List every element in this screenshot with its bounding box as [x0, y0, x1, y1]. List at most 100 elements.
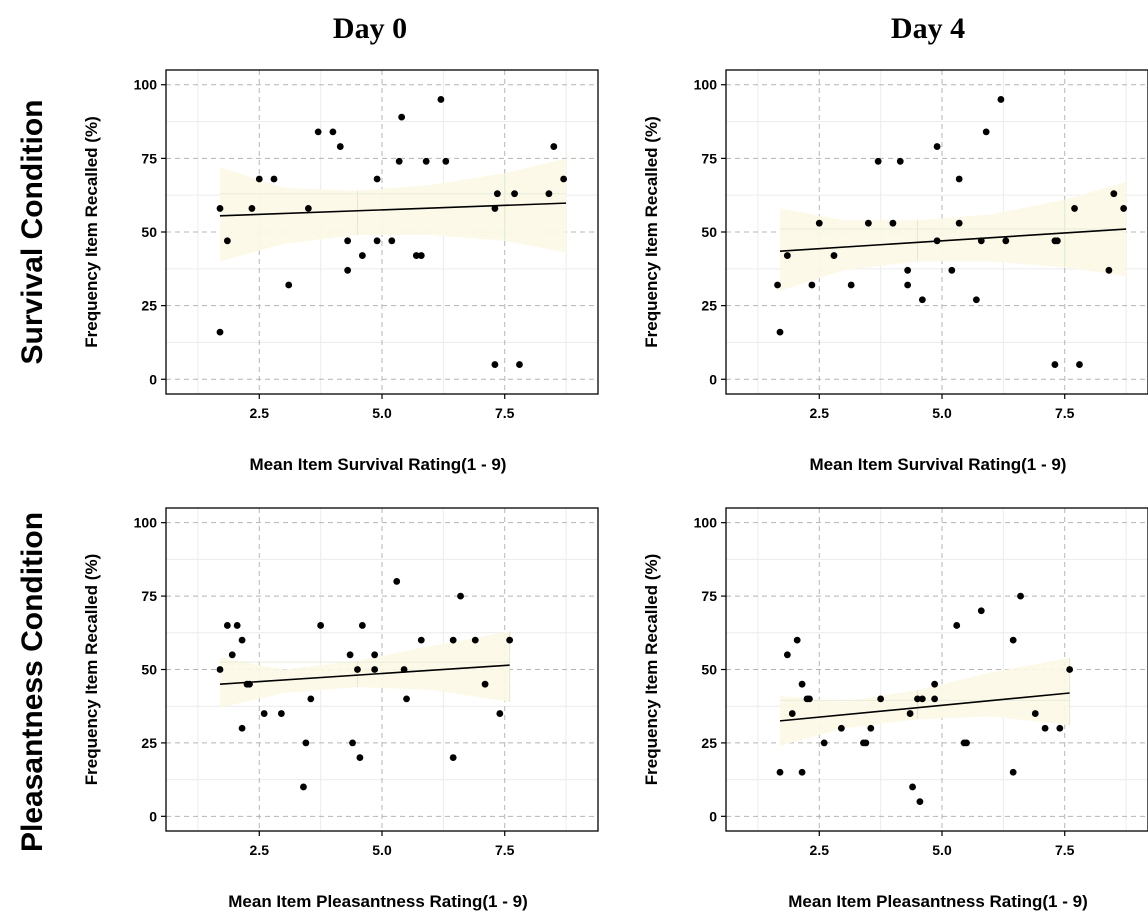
data-point [931, 695, 939, 703]
x-tick-label: 7.5 [1055, 842, 1075, 858]
y-tick-label: 0 [149, 808, 157, 824]
regression-line [219, 202, 567, 217]
y-axis-title: Frequency Item Recalled (%) [642, 116, 661, 347]
data-point [285, 281, 293, 289]
data-point [1071, 205, 1078, 212]
data-point [336, 143, 344, 150]
data-point [1009, 768, 1017, 776]
data-point [783, 252, 791, 259]
x-tick-label: 5.0 [372, 405, 392, 421]
data-point [511, 190, 518, 198]
x-tick-label: 7.5 [495, 405, 515, 421]
data-point [449, 636, 457, 644]
data-point [1105, 266, 1113, 274]
data-point [1041, 724, 1049, 732]
data-point [358, 252, 366, 259]
data-point [1066, 666, 1074, 673]
data-point [830, 252, 838, 259]
data-point [400, 666, 408, 673]
data-point [329, 128, 337, 136]
data-point [358, 622, 366, 629]
data-point [815, 219, 823, 227]
data-point [906, 710, 914, 717]
y-tick-label: 25 [701, 735, 717, 751]
confidence-band [780, 181, 1127, 291]
data-point [545, 190, 553, 198]
data-point [1110, 190, 1118, 198]
data-point [304, 205, 312, 212]
data-point [471, 636, 479, 644]
data-point [412, 252, 420, 259]
data-point [948, 266, 956, 274]
y-tick-label: 0 [709, 808, 717, 824]
data-point [904, 266, 912, 274]
panel-pleasantness-day4: 0 25 50 75 100 2.5 5.0 7.5 Mean Item Pleasantnes… [642, 507, 1148, 911]
data-point [277, 710, 285, 717]
data-point [300, 783, 307, 791]
data-point [820, 739, 828, 747]
data-point [398, 113, 406, 121]
data-point [516, 361, 523, 368]
x-tick-label: 5.0 [932, 842, 952, 858]
y-tick-label: 75 [701, 150, 717, 166]
data-point [491, 205, 499, 212]
y-axis-title: Frequency Item Recalled (%) [82, 116, 101, 347]
plot-area [166, 508, 598, 831]
data-point [847, 281, 855, 289]
x-axis-title: Mean Item Pleasantness Rating(1 - 9) [228, 892, 527, 911]
confidence-band [220, 631, 510, 708]
row-title-pleasantness: Pleasantness Condition [16, 512, 49, 852]
y-tick-label: 25 [701, 298, 717, 314]
data-point [776, 328, 784, 336]
confidence-band [780, 657, 1070, 746]
data-point [955, 175, 963, 183]
x-tick-label: 7.5 [495, 842, 515, 858]
regression-line [219, 664, 510, 685]
data-point [403, 695, 410, 703]
data-point [307, 695, 315, 703]
data-point [977, 237, 985, 245]
data-point [1009, 636, 1017, 644]
y-tick-label: 50 [701, 662, 717, 678]
data-point [963, 739, 970, 747]
y-tick-label: 100 [134, 515, 158, 531]
data-point [1056, 724, 1064, 732]
panel-survival-day4: 0 25 50 75 100 2.5 5.0 7.5 Mean Item Survival Ra… [642, 69, 1148, 474]
data-point [774, 281, 781, 289]
x-tick-label: 7.5 [1055, 405, 1075, 421]
data-point [953, 622, 961, 629]
data-point [864, 219, 872, 227]
data-point [248, 205, 256, 212]
data-point [877, 695, 885, 703]
data-point [449, 754, 457, 761]
data-point [317, 622, 325, 629]
column-title-day0: Day 0 [333, 12, 407, 45]
data-point [550, 143, 558, 150]
data-point [417, 636, 425, 644]
data-point [776, 768, 784, 776]
data-point [506, 636, 514, 644]
data-point [1120, 205, 1128, 212]
y-tick-label: 100 [134, 77, 158, 93]
data-point [491, 361, 499, 368]
x-tick-label: 2.5 [810, 842, 830, 858]
y-tick-label: 75 [141, 150, 157, 166]
data-point [1051, 361, 1059, 368]
data-point [373, 175, 381, 183]
data-point [481, 680, 489, 688]
plot-area [726, 508, 1148, 831]
y-tick-label: 75 [141, 588, 157, 604]
x-axis-title: Mean Item Pleasantness Rating(1 - 9) [788, 892, 1087, 911]
x-tick-label: 2.5 [810, 405, 830, 421]
data-point [216, 205, 224, 212]
data-point [417, 252, 425, 259]
data-point [395, 157, 403, 165]
data-point [889, 219, 897, 227]
x-axis-title: Mean Item Survival Rating(1 - 9) [810, 455, 1067, 474]
y-tick-label: 0 [709, 371, 717, 387]
y-tick-label: 75 [701, 588, 717, 604]
data-point [793, 636, 801, 644]
data-point [388, 237, 396, 245]
data-point [896, 157, 904, 165]
